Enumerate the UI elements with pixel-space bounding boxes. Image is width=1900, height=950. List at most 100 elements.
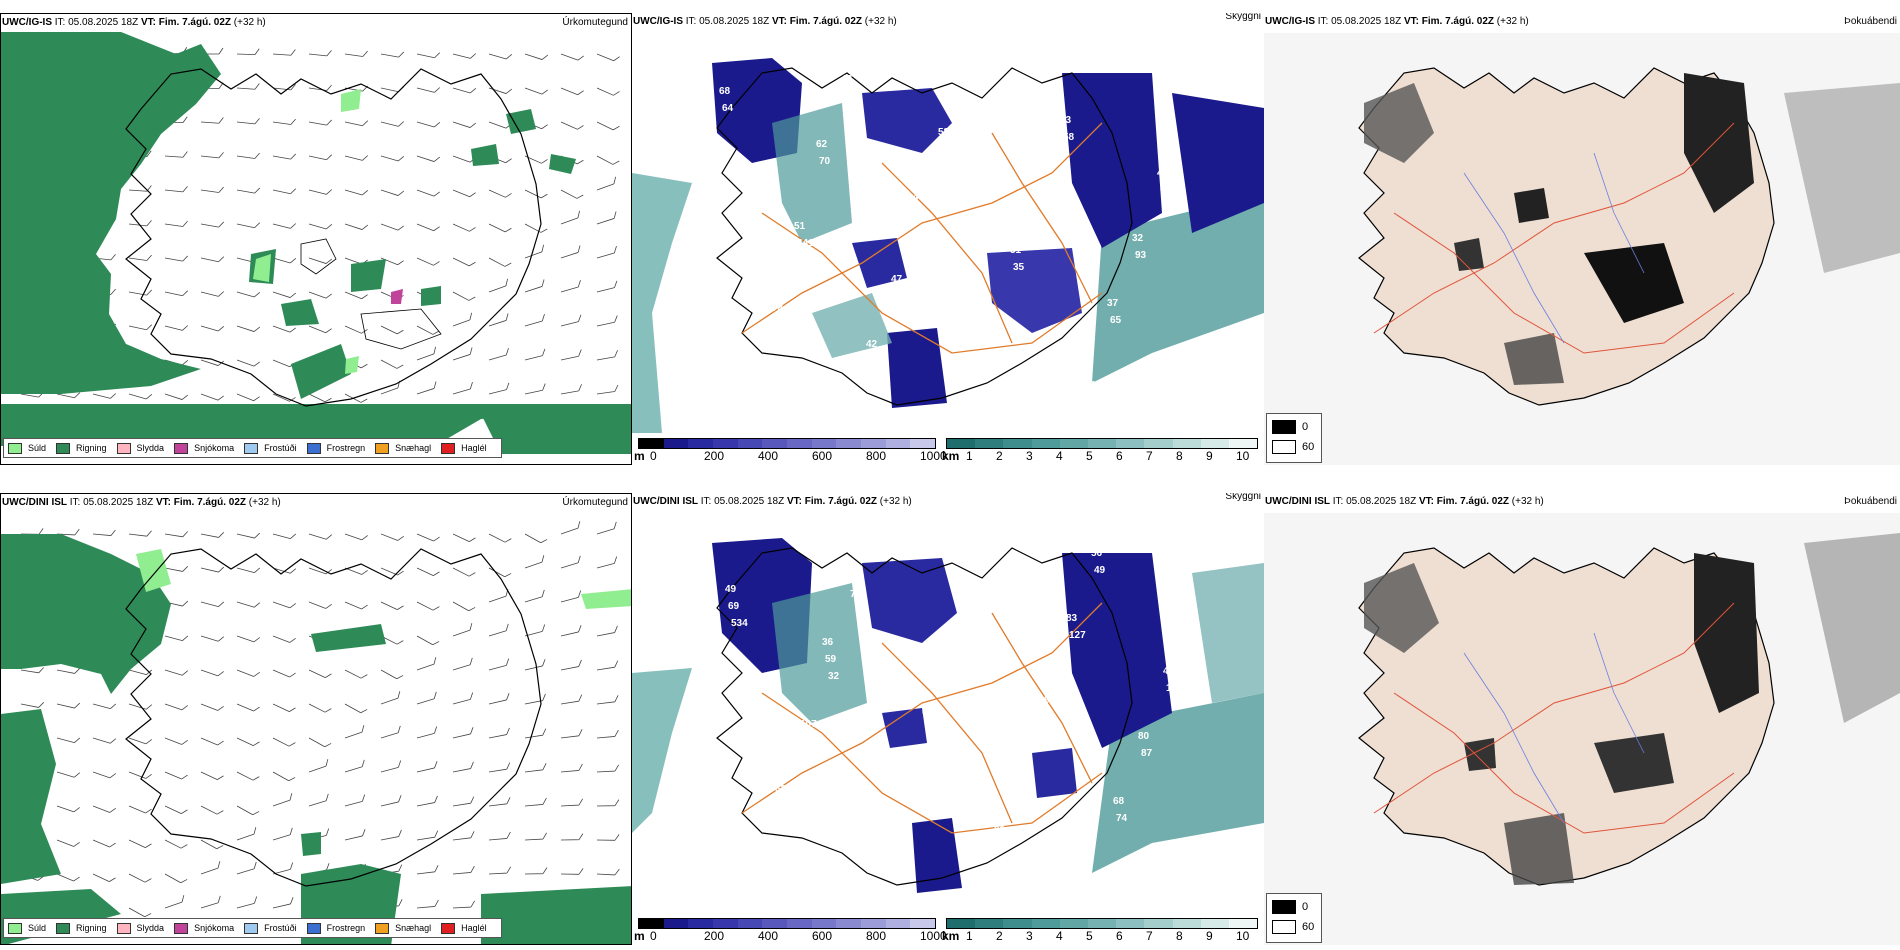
ceiling-value-label: 49 [725,584,737,595]
wind-barb [596,729,619,739]
wind-barb [236,532,261,539]
wind-barb [524,87,548,95]
wind-barb [272,897,294,909]
colorbar-tick-label: 2 [996,449,1003,463]
wind-barb [128,220,152,227]
wind-barb [560,555,581,569]
wind-barb [344,120,369,127]
wind-barb [56,839,80,847]
ceiling-value-label: 79 [947,642,959,653]
legend-item: Haglél [441,442,487,454]
wind-barb [200,566,225,573]
ceiling-value-label: 35 [1013,262,1025,273]
wind-barb [380,189,405,196]
wind-barb [596,280,618,293]
legend-item: Rigning [56,922,107,934]
road-network [741,122,1103,354]
ceiling-value-label: 146 [1038,197,1055,208]
ceiling-value-label: 56 [1091,548,1103,559]
wind-barb [416,381,437,395]
wind-barb [596,87,620,96]
wind-barb [560,659,582,671]
wind-barb [236,669,260,677]
wind-barb [92,805,116,813]
wind-barb [344,794,366,807]
wind-barb [524,693,546,705]
ceiling-value-label: 61 [750,849,762,860]
wind-barb [272,737,296,747]
ceiling-value-label: 68 [719,86,731,97]
ceiling-value-label: 16 [963,392,975,403]
visibility-unit: km [942,929,960,943]
wind-barb [236,861,257,875]
ceiling-value-label: 51 [794,221,806,232]
wind-barb [416,761,438,773]
coastline [1358,547,1775,886]
wind-barb [560,314,582,327]
ceiling-value-label: 39 [969,560,981,571]
legend-item: Snæhagl [375,922,431,934]
ceiling-value-label: 59 [825,654,837,665]
visibility-bar [946,438,1258,449]
wind-barb [308,737,332,748]
wind-barb [200,532,225,538]
ceiling-value-label: 73 [850,589,862,600]
wind-barb [272,635,296,643]
legend-item: Snjókoma [174,442,234,454]
wind-barb [236,48,260,56]
ceiling-value-label: 63 [994,825,1006,836]
wind-barb [488,382,510,395]
ceiling-value-label: 65 [1110,315,1122,326]
wind-barb [380,567,404,576]
wind-barb [56,737,81,744]
wind-barb [452,189,476,198]
wind-barb [416,257,440,266]
precip-type-panel-bottom: UWC/DINI ISL IT: 05.08.2025 18Z VT: Fim.… [0,493,632,945]
colorbar-tick-label: 9 [1206,929,1213,943]
wind-barb [344,601,368,610]
ceiling-value-label: 64 [722,103,734,114]
wind-barb [236,601,261,608]
wind-barb [416,155,441,162]
panel-header: UWC/IG-IS IT: 05.08.2025 18Z VT: Fim. 7.… [633,16,897,27]
ceiling-value-label: 78 [772,303,784,314]
wind-barb [308,189,333,195]
wind-barb [236,152,260,159]
wind-barb [452,257,476,267]
colorbar-tick-label: 5 [1086,449,1093,463]
wind-barb [308,669,332,678]
coastline [125,68,542,407]
wind-barb [344,325,368,334]
rain-area [1,32,221,394]
visibility-bar [946,918,1258,929]
wind-barb [416,726,438,739]
panel-header: UWC/IG-IS IT: 05.08.2025 18Z VT: Fim. 7.… [2,17,266,28]
ceiling-labels: 49 36 55 54 68 61 76 63 76 80 62 61 39 83 46 107 76 63 56 6… [725,548,1183,877]
wind-barb [272,49,296,56]
wind-barb [308,567,332,575]
wind-barb [452,223,476,232]
wind-barb [488,53,513,60]
wind-barb [272,291,297,298]
ceiling-labels: 68 62 46 51 37 51 48 58 41 32 45 42 16 63 49 51 47 77 51 64… [719,74,1172,403]
wind-barb [272,533,297,540]
ceiling-value-label: 49 [1157,168,1169,179]
ceiling-value-label: 63 [1060,115,1072,126]
wind-barb [308,393,332,403]
wind-barb [200,861,221,875]
ceiling-value-label: 46 [1163,666,1175,677]
wind-barb [452,567,476,577]
panel-header: UWC/IG-IS IT: 05.08.2025 18Z VT: Fim. 7.… [1265,16,1529,27]
legend-item: Slydda [116,442,164,454]
coastline [125,548,542,887]
precip-map [1,32,631,464]
ceiling-value-label: 80 [1138,731,1150,742]
wind-barb [380,669,404,680]
wind-barb [380,257,404,266]
wind-barb [164,566,189,572]
colorbar-tick-label: 4 [1056,929,1063,943]
wind-barb [164,635,189,642]
wind-barb [452,121,477,128]
colorbar-tick-label: 9 [1206,449,1213,463]
wind-barb [452,601,476,612]
